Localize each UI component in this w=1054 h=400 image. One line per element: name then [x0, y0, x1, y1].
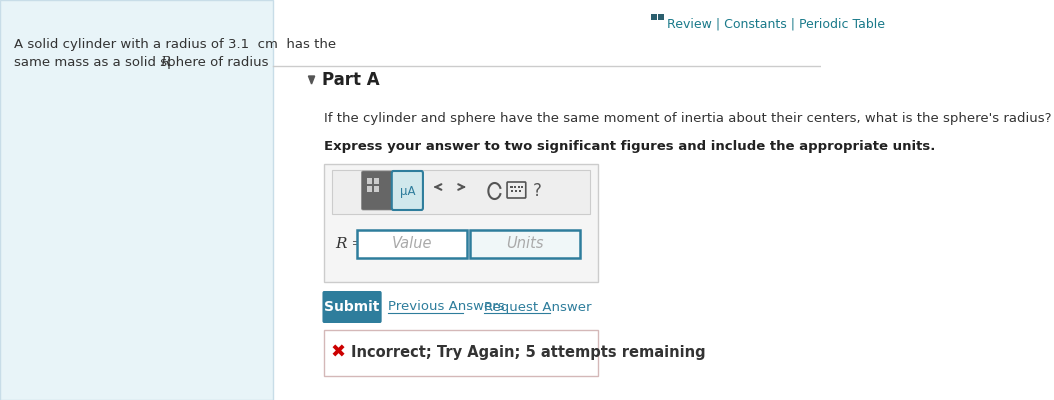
Text: R =: R = — [335, 237, 364, 251]
Bar — [651, 14, 657, 20]
FancyBboxPatch shape — [324, 330, 599, 376]
Bar — [374, 178, 379, 184]
Text: Submit: Submit — [325, 300, 379, 314]
FancyBboxPatch shape — [356, 230, 467, 258]
Text: Incorrect; Try Again; 5 attempts remaining: Incorrect; Try Again; 5 attempts remaini… — [351, 346, 705, 360]
Text: Express your answer to two significant figures and include the appropriate units: Express your answer to two significant f… — [324, 140, 935, 153]
Bar — [511, 190, 513, 192]
Text: ?: ? — [533, 182, 542, 200]
Text: ✖: ✖ — [331, 344, 346, 362]
FancyBboxPatch shape — [332, 170, 590, 214]
FancyBboxPatch shape — [0, 0, 273, 400]
Bar — [374, 186, 379, 192]
FancyBboxPatch shape — [470, 230, 581, 258]
Text: μA: μA — [399, 184, 415, 198]
Text: Previous Answers: Previous Answers — [388, 300, 505, 314]
FancyBboxPatch shape — [392, 171, 423, 210]
Text: Units: Units — [506, 236, 544, 252]
Bar — [521, 186, 524, 188]
FancyBboxPatch shape — [323, 291, 382, 323]
Polygon shape — [309, 76, 315, 84]
Bar — [514, 190, 518, 192]
Bar — [518, 186, 521, 188]
Text: .: . — [169, 56, 173, 69]
Bar — [367, 186, 372, 192]
FancyBboxPatch shape — [362, 171, 392, 210]
Bar — [658, 14, 664, 20]
Bar — [514, 186, 516, 188]
Text: Part A: Part A — [323, 71, 380, 89]
Text: same mass as a solid sphere of radius: same mass as a solid sphere of radius — [14, 56, 273, 69]
Text: Value: Value — [392, 236, 432, 252]
Bar — [519, 190, 521, 192]
Text: Review | Constants | Periodic Table: Review | Constants | Periodic Table — [667, 17, 884, 30]
Bar — [367, 178, 372, 184]
Text: Request Answer: Request Answer — [485, 300, 592, 314]
Bar — [510, 186, 512, 188]
Text: R: R — [160, 56, 171, 69]
Text: If the cylinder and sphere have the same moment of inertia about their centers, : If the cylinder and sphere have the same… — [324, 112, 1052, 125]
FancyBboxPatch shape — [324, 164, 599, 282]
Text: A solid cylinder with a radius of 3.1  cm  has the: A solid cylinder with a radius of 3.1 cm… — [14, 38, 336, 51]
